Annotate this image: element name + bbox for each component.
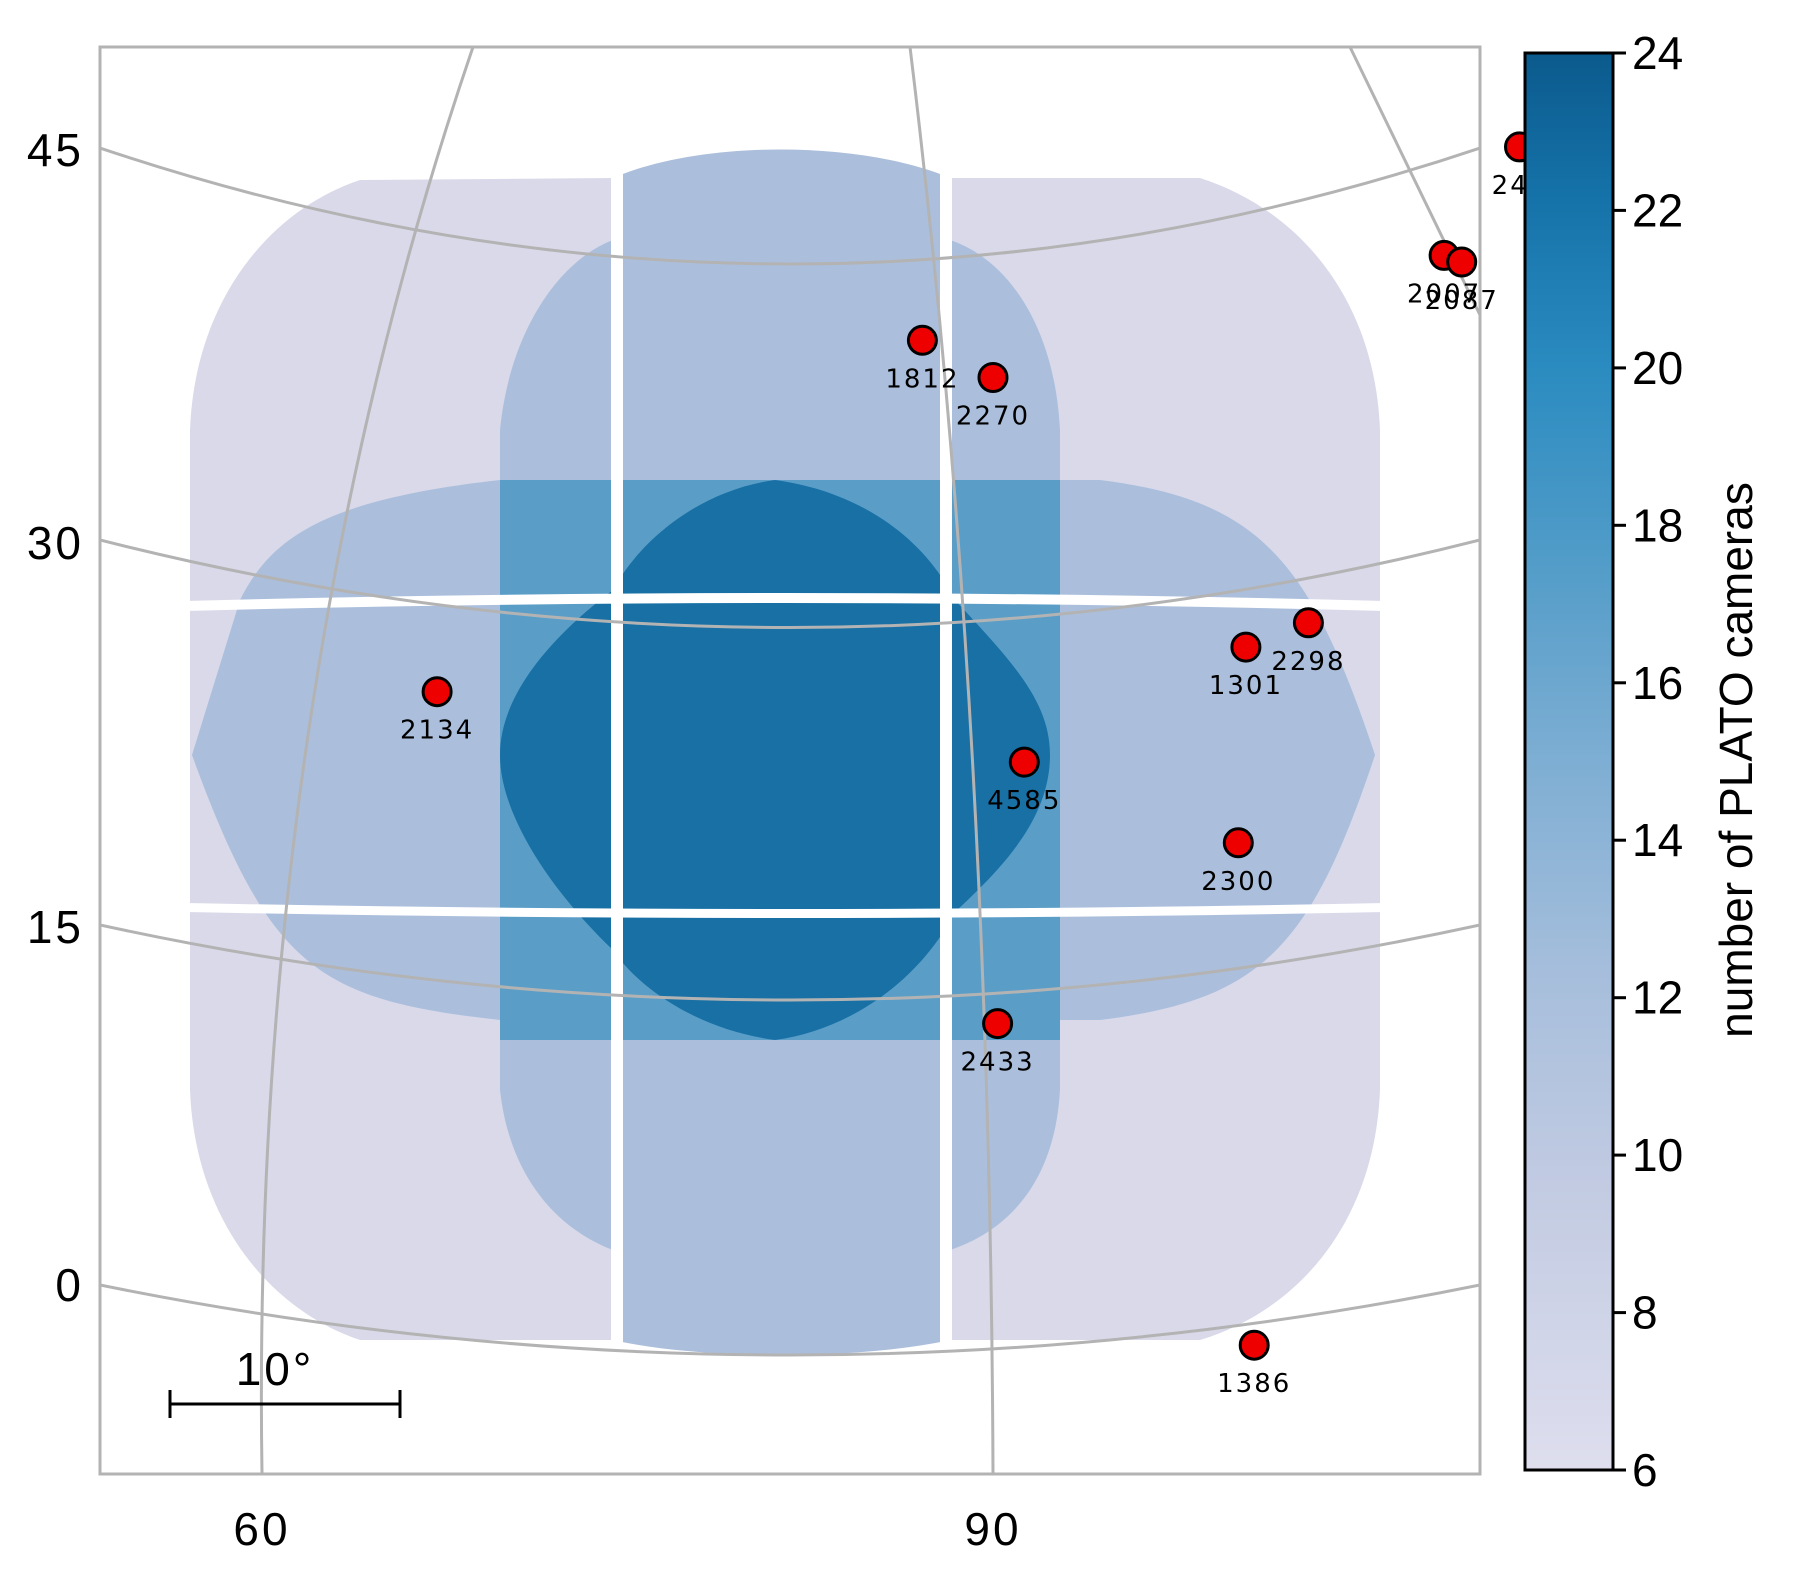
star-marker-label-1301: 1301 <box>1209 671 1283 701</box>
colorbar-tick-label: 18 <box>1632 499 1683 551</box>
star-marker-label-2433: 2433 <box>961 1048 1035 1078</box>
star-marker-label-4585: 4585 <box>987 786 1061 816</box>
colorbar-tick-label: 10 <box>1632 1129 1683 1181</box>
ccd-gap-vertical-west <box>611 140 623 1380</box>
graticule-lon-60 <box>259 47 475 1474</box>
ccd-gap-horizontal-north <box>185 593 1385 611</box>
y-tick-15: 15 <box>27 901 84 953</box>
colorbar-tick-label: 12 <box>1632 972 1683 1024</box>
colorbar: 6 8 10 12 14 16 18 20 22 24 number of PLATO camer… <box>1523 27 1762 1496</box>
star-marker: 1812 <box>885 324 959 394</box>
star-marker-dot-2298 <box>1292 607 1324 639</box>
star-marker: 2298 <box>1271 607 1345 677</box>
star-marker-dot-2134 <box>421 676 453 708</box>
star-marker-dot-1812 <box>906 324 938 356</box>
y-tick-0: 0 <box>55 1259 84 1311</box>
graticule-lon-90 <box>908 47 995 1474</box>
colorbar-tick-label: 22 <box>1632 184 1683 236</box>
y-tick-30: 30 <box>27 517 84 569</box>
star-marker: 1386 <box>1217 1329 1291 1399</box>
graticule-lat-15 <box>100 923 1480 1002</box>
colorbar-label: number of PLATO cameras <box>1710 482 1762 1038</box>
star-marker-dot-2300 <box>1222 827 1254 859</box>
star-marker-dot-2087 <box>1446 246 1478 278</box>
scale-bar: 10° <box>168 1343 402 1418</box>
y-tick-labels: 45 30 15 0 <box>27 124 84 1311</box>
plot-frame <box>98 45 1482 1476</box>
star-marker-dot-2433 <box>982 1008 1014 1040</box>
star-marker-dot-1301 <box>1230 631 1262 663</box>
star-marker-label-2300: 2300 <box>1201 867 1275 897</box>
graticule-lat-30 <box>100 538 1480 629</box>
colorbar-tick-label: 20 <box>1632 342 1683 394</box>
coverage-level-24 <box>500 480 1050 1040</box>
ccd-gaps <box>185 140 1385 1380</box>
star-marker: 1301 <box>1209 631 1283 701</box>
coverage-map <box>100 47 1480 1474</box>
scale-bar-label: 10° <box>236 1343 315 1395</box>
star-marker-label-2007: 2007 <box>1407 279 1481 309</box>
colorbar-tick-label: 8 <box>1632 1287 1658 1339</box>
colorbar-tick-label: 16 <box>1632 657 1683 709</box>
colorbar-tick-label: 24 <box>1632 27 1683 79</box>
star-marker-label-2134: 2134 <box>400 716 474 746</box>
ccd-gap-horizontal-south <box>185 903 1385 918</box>
star-marker: 2007 <box>1407 239 1481 309</box>
x-tick-labels: 60 90 <box>233 1503 1021 1555</box>
graticule-lat-0 <box>100 1283 1480 1357</box>
coverage-center-diamond <box>500 480 1050 1040</box>
star-marker-dot-4585 <box>1008 746 1040 778</box>
star-marker: 2134 <box>400 676 474 746</box>
colorbar-ticks: 6 8 10 12 14 16 18 20 22 24 <box>1613 27 1683 1496</box>
star-marker: 4585 <box>987 746 1061 816</box>
ccd-gap-vertical-east <box>940 140 952 1380</box>
x-tick-60: 60 <box>233 1503 290 1555</box>
star-marker: 2087 <box>1425 246 1499 316</box>
y-tick-45: 45 <box>27 124 84 176</box>
star-marker-label-2270: 2270 <box>956 402 1030 432</box>
graticule-lat-45 <box>100 146 1480 266</box>
colorbar-tick-label: 6 <box>1632 1444 1658 1496</box>
star-marker: 2270 <box>956 362 1030 432</box>
colorbar-tick-label: 14 <box>1632 814 1683 866</box>
x-tick-90: 90 <box>964 1503 1021 1555</box>
star-marker: 2433 <box>961 1008 1035 1078</box>
star-marker-label-1386: 1386 <box>1217 1369 1291 1399</box>
star-marker-dot-1386 <box>1238 1329 1270 1361</box>
star-marker-dot-2270 <box>977 362 1009 393</box>
star-marker-label-2298: 2298 <box>1271 647 1345 677</box>
colorbar-gradient <box>1523 51 1615 1472</box>
star-marker-label-1812: 1812 <box>885 364 959 394</box>
star-marker: 2300 <box>1201 827 1275 897</box>
star-marker-label-2087: 2087 <box>1425 286 1499 316</box>
